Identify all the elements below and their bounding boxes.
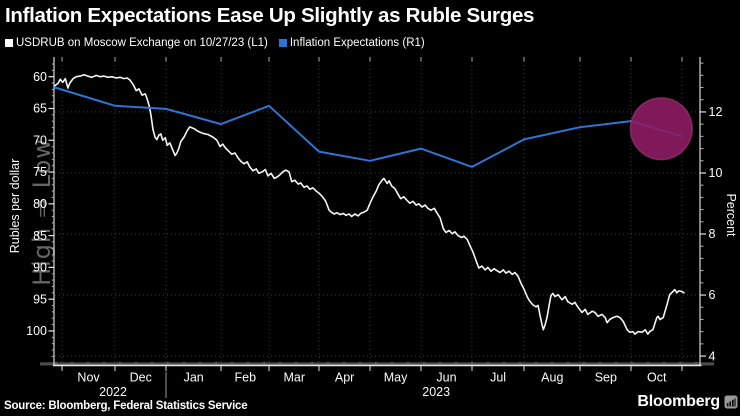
x-axis-month-label: Jun: [436, 371, 456, 385]
left-axis-title: Rubles per dollar: [8, 158, 22, 254]
right-axis-title: Percent: [724, 193, 738, 237]
x-axis-year-label: 2023: [422, 385, 450, 399]
left-tick-label: 65: [33, 102, 47, 116]
right-tick-label: 10: [709, 166, 723, 180]
x-axis-month-label: Feb: [235, 371, 257, 385]
x-axis-month-label: Jan: [184, 371, 204, 385]
inflation-series-swatch-icon: [278, 39, 287, 47]
legend-item-inflation: Inflation Expectations (R1): [278, 37, 425, 49]
right-tick-label: 12: [709, 105, 723, 119]
left-tick-label: 100: [26, 324, 47, 338]
chart-legend: USDRUB on Moscow Exchange on 10/27/23 (L…: [5, 37, 436, 49]
right-tick-label: 8: [709, 227, 716, 241]
x-axis-month-label: Aug: [541, 371, 563, 385]
left-tick-label: 70: [33, 133, 47, 147]
usdrub-series-swatch-icon: [5, 39, 13, 47]
legend-label-inflation: Inflation Expectations (R1): [289, 37, 425, 49]
x-axis-month-label: Mar: [284, 371, 306, 385]
left-tick-label: 60: [33, 70, 47, 84]
bloomberg-logo: Bloomberg: [637, 393, 738, 411]
legend-label-usdrub: USDRUB on Moscow Exchange on 10/27/23 (L…: [16, 37, 268, 49]
right-tick-label: 6: [709, 288, 716, 302]
legend-item-usdrub: USDRUB on Moscow Exchange on 10/27/23 (L…: [5, 37, 268, 49]
x-axis-month-label: Apr: [335, 371, 354, 385]
bar-chart-icon: [724, 395, 738, 409]
right-tick-label: 4: [709, 349, 716, 363]
left-tick-label: 95: [33, 292, 47, 306]
chart-title: Inflation Expectations Ease Up Slightly …: [5, 4, 535, 27]
left-tick-label: 85: [33, 229, 47, 243]
x-axis-month-label: Sep: [595, 371, 617, 385]
x-axis-month-label: Dec: [130, 371, 152, 385]
left-tick-label: 75: [33, 165, 47, 179]
x-axis-month-label: Oct: [647, 371, 667, 385]
range-slider-track: [40, 362, 714, 366]
usdrub-line: [54, 74, 685, 335]
left-tick-label: 90: [33, 261, 47, 275]
x-axis-year-label: 2022: [99, 385, 127, 399]
left-tick-label: 80: [33, 197, 47, 211]
inflation-expectations-line: [54, 86, 683, 168]
x-axis-month-label: Nov: [77, 371, 100, 385]
source-attribution: Source: Bloomberg, Federal Statistics Se…: [4, 400, 248, 412]
x-axis-month-label: Jul: [490, 371, 506, 385]
event-highlight-circle: [629, 96, 694, 161]
x-axis-month-label: May: [384, 371, 408, 385]
bloomberg-wordmark: Bloomberg: [637, 393, 720, 410]
